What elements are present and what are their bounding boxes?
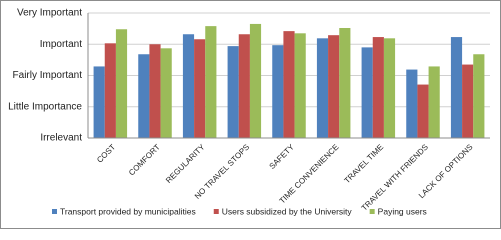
bar [294,33,306,138]
bar [417,84,429,138]
bar [205,26,217,138]
legend-label: Transport provided by municipalities [60,206,196,216]
bar [149,44,161,138]
bar [462,64,474,138]
legend-swatch [213,209,219,214]
bar [249,23,262,138]
bar [316,38,329,138]
bar [328,35,340,138]
bar [182,34,195,138]
legend-label: Users subsidized by the University [222,206,353,216]
bar [160,48,172,138]
bar [473,54,485,138]
y-tick-label: Very Important [17,8,82,19]
y-tick-label: Fairly Important [13,70,83,81]
y-tick-label: Little Importance [8,101,82,112]
legend-label: Paying users [378,206,427,216]
chart: Irrelevant Little Importance Fairly Import… [0,0,501,229]
bar [138,54,150,138]
bar [227,46,239,138]
bar [339,28,351,138]
bar [238,34,250,138]
bar [361,47,373,138]
bar [406,69,418,138]
y-tick-label: Irrelevant [40,133,82,144]
bar [428,66,440,138]
bar [272,45,284,138]
bar [194,39,206,138]
bar [93,66,105,138]
legend-swatch [369,209,375,214]
bar [383,38,396,138]
bar [450,37,463,138]
y-tick-label: Important [40,39,82,50]
bar [115,29,128,138]
bar [372,37,384,138]
bar [283,31,295,138]
bar [104,43,116,138]
legend-swatch [52,209,57,214]
